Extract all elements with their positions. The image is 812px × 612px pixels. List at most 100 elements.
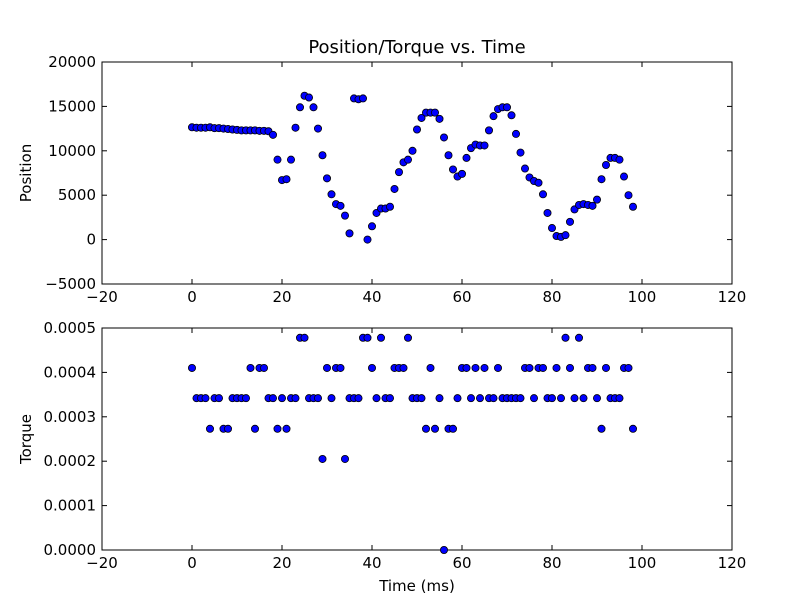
data-point — [417, 113, 426, 122]
data-point — [336, 363, 345, 372]
data-point — [363, 235, 372, 244]
data-point — [462, 363, 471, 372]
data-point — [408, 146, 417, 155]
data-point — [390, 184, 399, 193]
x-tick-label: 40 — [362, 554, 381, 572]
data-point — [480, 363, 489, 372]
plot-area-1 — [101, 61, 733, 285]
data-point — [548, 394, 557, 403]
data-point — [340, 211, 349, 220]
data-point — [277, 394, 286, 403]
data-point — [250, 424, 259, 433]
data-point — [597, 175, 606, 184]
data-point — [318, 454, 327, 463]
data-point — [570, 394, 579, 403]
data-point — [273, 155, 282, 164]
data-point — [435, 394, 444, 403]
data-point — [417, 394, 426, 403]
y-axis-label: Position — [17, 144, 35, 202]
data-point — [462, 153, 471, 162]
y-tick-label: 0.0004 — [44, 363, 97, 381]
data-point — [435, 114, 444, 123]
y-tick-label: 10000 — [48, 142, 96, 160]
y-tick-label: 0 — [86, 231, 96, 249]
data-point — [313, 394, 322, 403]
data-point — [475, 394, 484, 403]
data-point — [516, 148, 525, 157]
data-point — [629, 424, 638, 433]
data-point — [453, 394, 462, 403]
data-point — [273, 424, 282, 433]
data-point — [336, 201, 345, 210]
data-point — [521, 164, 530, 173]
data-point — [399, 363, 408, 372]
data-point — [439, 546, 448, 555]
data-point — [548, 224, 557, 233]
data-point — [484, 126, 493, 135]
data-point — [282, 175, 291, 184]
data-point — [403, 333, 412, 342]
data-point — [291, 123, 300, 132]
data-point — [376, 333, 385, 342]
data-point — [318, 151, 327, 160]
data-point — [593, 394, 602, 403]
plot-area-2 — [101, 327, 733, 551]
y-tick-label: 15000 — [48, 97, 96, 115]
x-tick-label: 100 — [628, 554, 657, 572]
data-point — [539, 363, 548, 372]
data-point — [588, 363, 597, 372]
data-point — [246, 363, 255, 372]
data-point — [457, 169, 466, 178]
data-point — [629, 202, 638, 211]
x-tick-label: 20 — [272, 554, 291, 572]
data-point — [557, 394, 566, 403]
data-point — [385, 394, 394, 403]
x-tick-label: 80 — [542, 554, 561, 572]
x-tick-label: 80 — [542, 288, 561, 306]
data-point — [309, 103, 318, 112]
data-point — [439, 133, 448, 142]
y-tick-label: 0.0001 — [44, 497, 97, 515]
data-point — [593, 195, 602, 204]
data-point — [502, 103, 511, 112]
data-point — [241, 394, 250, 403]
data-point — [223, 424, 232, 433]
data-point — [394, 168, 403, 177]
data-point — [372, 394, 381, 403]
data-point — [354, 394, 363, 403]
data-point — [327, 394, 336, 403]
data-point — [363, 333, 372, 342]
data-point — [367, 222, 376, 231]
y-tick-label: 20000 — [48, 53, 96, 71]
data-point — [516, 394, 525, 403]
data-point — [588, 201, 597, 210]
x-tick-label: 20 — [272, 288, 291, 306]
x-axis-label: Time (ms) — [378, 577, 455, 595]
data-point — [539, 190, 548, 199]
data-point — [322, 363, 331, 372]
data-point — [322, 174, 331, 183]
data-point — [561, 231, 570, 240]
data-point — [615, 394, 624, 403]
data-point — [615, 155, 624, 164]
x-tick-label: 60 — [452, 288, 471, 306]
data-point — [358, 94, 367, 103]
data-point — [300, 333, 309, 342]
data-point — [561, 333, 570, 342]
data-point — [597, 424, 606, 433]
y-tick-label: 0.0003 — [44, 408, 97, 426]
data-point — [507, 111, 516, 120]
data-point — [426, 363, 435, 372]
data-point — [412, 125, 421, 134]
data-point — [187, 363, 196, 372]
data-point — [480, 141, 489, 150]
data-point — [286, 155, 295, 164]
x-tick-label: 0 — [187, 554, 197, 572]
data-point — [304, 93, 313, 102]
data-point — [624, 191, 633, 200]
data-point — [295, 103, 304, 112]
data-point — [259, 363, 268, 372]
data-point — [489, 112, 498, 121]
data-point — [624, 363, 633, 372]
